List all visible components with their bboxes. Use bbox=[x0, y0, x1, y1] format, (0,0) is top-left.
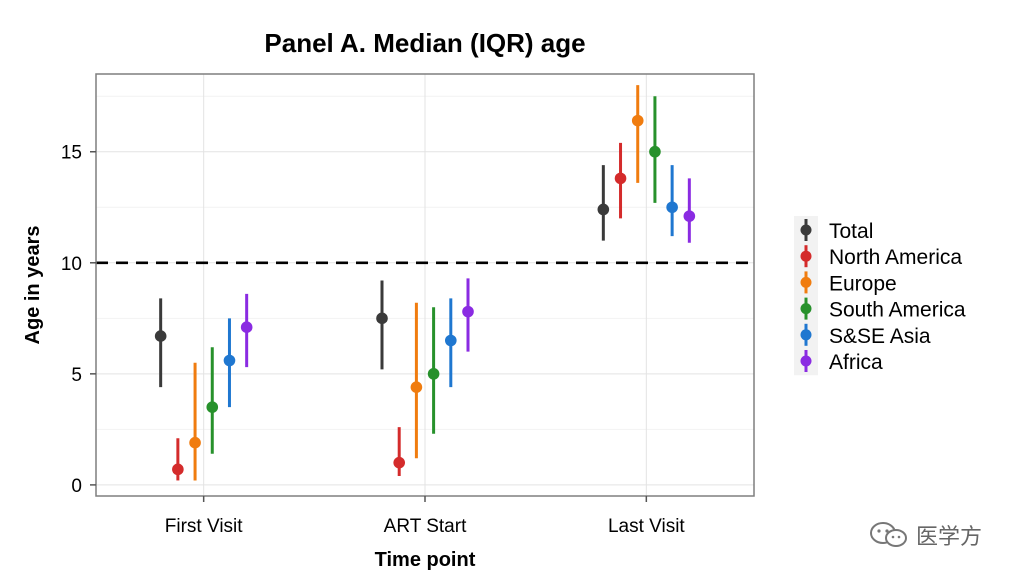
legend: Total North America Europe South America S&S… bbox=[794, 216, 966, 376]
legend-item: North America bbox=[800, 245, 962, 269]
y-tick-label: 15 bbox=[61, 143, 82, 164]
median-point bbox=[154, 330, 167, 342]
median-point bbox=[462, 305, 474, 318]
x-tick-label: First Visit bbox=[165, 516, 243, 537]
legend-key-point bbox=[800, 276, 812, 288]
median-point bbox=[614, 172, 627, 185]
median-point bbox=[206, 401, 219, 413]
legend-item: S&SE Asia bbox=[800, 323, 931, 348]
median-point bbox=[240, 321, 253, 334]
legend-label: South America bbox=[829, 299, 966, 322]
legend-label: S&SE Asia bbox=[829, 325, 931, 348]
legend-item: Africa bbox=[800, 350, 883, 374]
legend-item: Total bbox=[800, 219, 873, 243]
series-south-america bbox=[206, 96, 661, 454]
legend-label: Europe bbox=[829, 272, 897, 295]
series-europe bbox=[189, 85, 644, 481]
series-s-se-asia bbox=[223, 165, 678, 408]
median-point bbox=[631, 114, 644, 127]
plot-area: 0 5 10 15 First Visit ART Start Last Visit bbox=[61, 73, 755, 537]
median-point bbox=[666, 201, 678, 214]
series-total bbox=[154, 165, 610, 388]
legend-label: North America bbox=[829, 246, 962, 269]
chart-title: Panel A. Median (IQR) age bbox=[264, 28, 585, 58]
y-tick-label: 5 bbox=[71, 365, 82, 386]
median-point bbox=[683, 210, 696, 222]
median-point bbox=[410, 381, 423, 393]
legend-key-point bbox=[800, 250, 812, 262]
median-point bbox=[172, 463, 184, 476]
x-axis-title: Time point bbox=[375, 549, 476, 571]
median-point bbox=[597, 203, 610, 216]
legend-key-point bbox=[800, 303, 812, 315]
legend-key-background bbox=[794, 216, 818, 376]
x-tick-label: ART Start bbox=[384, 516, 467, 537]
x-tick-label: Last Visit bbox=[608, 516, 685, 537]
median-point bbox=[223, 354, 236, 367]
legend-item: Europe bbox=[800, 271, 897, 295]
series-north-america bbox=[172, 142, 627, 481]
legend-label: Africa bbox=[829, 351, 883, 374]
y-tick-label: 10 bbox=[61, 254, 82, 275]
wechat-icon bbox=[870, 522, 907, 547]
y-axis-title: Age in years bbox=[22, 226, 44, 345]
y-tick-label: 0 bbox=[71, 476, 82, 497]
median-point bbox=[189, 436, 201, 449]
watermark-text: 医学方 bbox=[916, 525, 983, 550]
median-point bbox=[376, 312, 388, 325]
median-point bbox=[445, 334, 457, 347]
median-point bbox=[393, 456, 406, 469]
median-point bbox=[427, 368, 440, 380]
median-point bbox=[649, 145, 661, 158]
legend-key-point bbox=[800, 224, 812, 236]
watermark: 医学方 bbox=[868, 519, 982, 551]
legend-key-point bbox=[800, 329, 812, 341]
legend-key-point bbox=[800, 355, 812, 367]
series-africa bbox=[240, 178, 696, 368]
legend-item: South America bbox=[800, 297, 966, 322]
legend-label: Total bbox=[829, 220, 873, 243]
